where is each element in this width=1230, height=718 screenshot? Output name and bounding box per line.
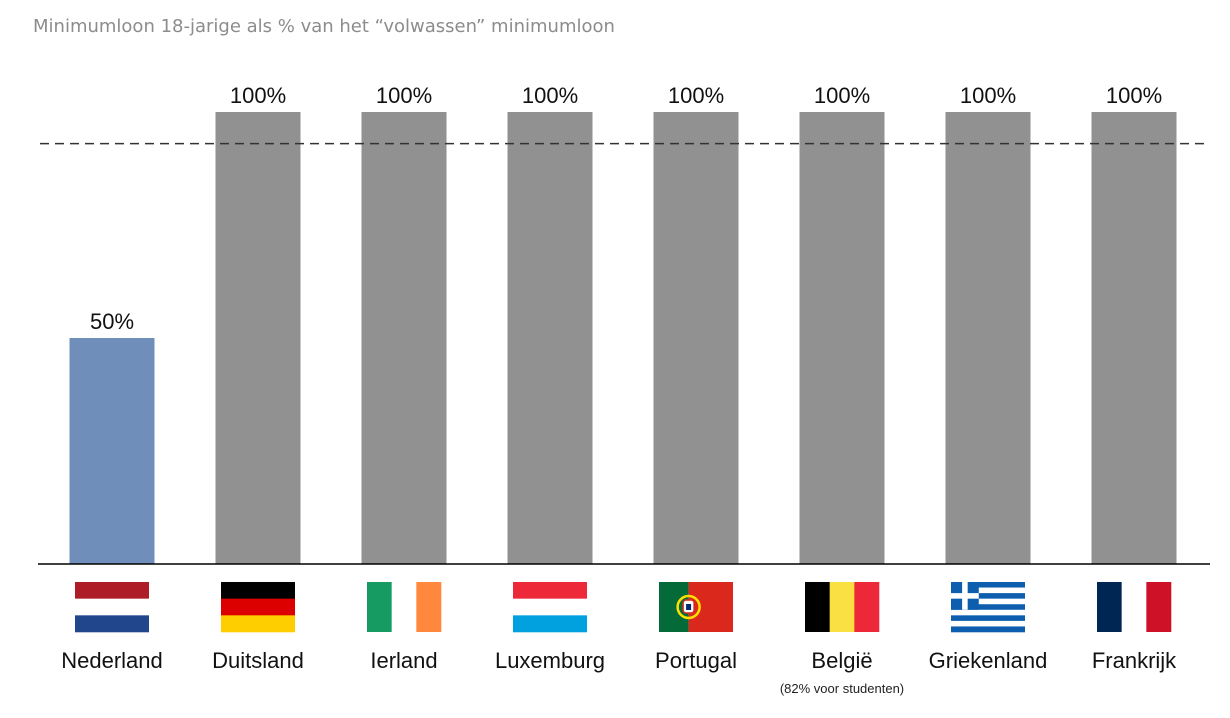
bar-luxemburg xyxy=(507,112,593,564)
category-label: België xyxy=(811,648,872,673)
flag-greece-icon xyxy=(951,582,1025,633)
bar-nederland xyxy=(69,338,155,564)
value-label: 100% xyxy=(814,83,870,108)
category-label: Griekenland xyxy=(929,648,1048,673)
value-label: 100% xyxy=(960,83,1016,108)
bar-duitsland xyxy=(215,112,301,564)
value-label: 100% xyxy=(522,83,578,108)
value-label: 50% xyxy=(90,309,134,334)
flag-france-icon xyxy=(1097,582,1172,632)
category-label: Portugal xyxy=(655,648,737,673)
flag-belgium-icon xyxy=(805,582,880,632)
value-label: 100% xyxy=(230,83,286,108)
chart-title: Minimumloon 18-jarige als % van het “vol… xyxy=(33,16,615,37)
bar-ierland xyxy=(361,112,447,564)
flag-germany-icon xyxy=(221,582,295,633)
flag-luxembourg-icon xyxy=(513,582,587,633)
category-label: Duitsland xyxy=(212,648,304,673)
category-label: Ierland xyxy=(370,648,437,673)
value-label: 100% xyxy=(1106,83,1162,108)
bar-frankrijk xyxy=(1091,112,1177,564)
category-label: Luxemburg xyxy=(495,648,605,673)
value-label: 100% xyxy=(376,83,432,108)
bar-griekenland xyxy=(945,112,1031,564)
bar-portugal xyxy=(653,112,739,564)
category-note: (82% voor studenten) xyxy=(780,681,904,696)
flag-ireland-icon xyxy=(367,582,442,632)
category-label: Nederland xyxy=(61,648,163,673)
flag-portugal-icon xyxy=(659,582,733,632)
flag-netherlands-icon xyxy=(75,582,149,633)
bar-belgië xyxy=(799,112,885,564)
value-label: 100% xyxy=(668,83,724,108)
category-label: Frankrijk xyxy=(1092,648,1177,673)
